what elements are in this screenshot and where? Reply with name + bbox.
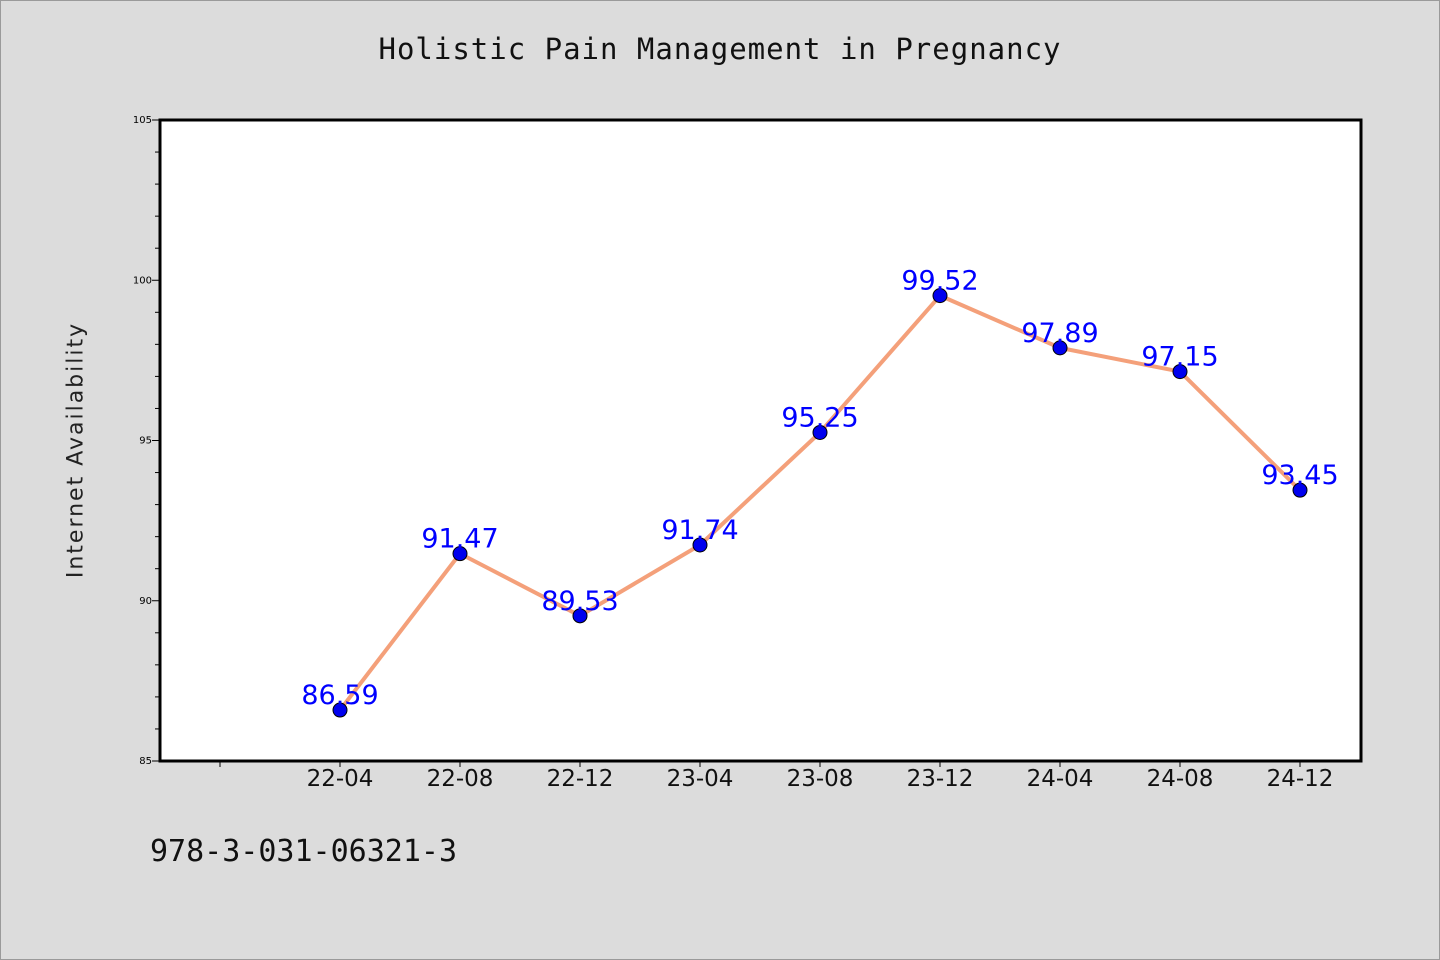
data-label: 91.47 bbox=[421, 524, 498, 555]
data-label: 99.52 bbox=[901, 266, 978, 297]
data-label: 89.53 bbox=[541, 586, 618, 617]
y-tick-label: 100 bbox=[133, 275, 152, 286]
data-point bbox=[1052, 340, 1068, 356]
x-tick-label: 24-04 bbox=[1027, 766, 1094, 792]
x-tick-label: 22-08 bbox=[427, 766, 494, 792]
data-point bbox=[932, 288, 948, 304]
x-tick-label: 23-08 bbox=[787, 766, 854, 792]
x-tick-label: 24-12 bbox=[1267, 766, 1334, 792]
data-label: 95.25 bbox=[781, 402, 858, 433]
x-tick-label: 23-12 bbox=[907, 766, 974, 792]
data-point bbox=[332, 702, 348, 718]
y-axis-ticks: 85 90 95 100 105 bbox=[133, 115, 160, 767]
x-tick-label: 23-04 bbox=[667, 766, 734, 792]
data-label: 86.59 bbox=[301, 680, 378, 711]
data-point bbox=[692, 537, 708, 553]
x-tick-label: 22-12 bbox=[547, 766, 614, 792]
data-label: 93.45 bbox=[1261, 460, 1338, 491]
data-point bbox=[452, 546, 468, 562]
y-tick-label: 85 bbox=[139, 756, 152, 767]
x-axis-ticks: 22-04 22-08 22-12 23-04 23-08 23-12 24-04 24-08… bbox=[219, 761, 1334, 792]
y-tick-label: 90 bbox=[139, 596, 152, 607]
data-point bbox=[1292, 482, 1308, 498]
y-tick-label: 95 bbox=[139, 436, 152, 447]
isbn-text: 978-3-031-06321-3 bbox=[150, 834, 458, 869]
x-tick-label: 22-04 bbox=[307, 766, 374, 792]
data-label: 97.89 bbox=[1021, 318, 1098, 349]
data-label: 91.74 bbox=[661, 515, 738, 546]
y-tick-label: 105 bbox=[133, 115, 152, 126]
data-point bbox=[812, 424, 828, 440]
data-labels: 86.59 91.47 89.53 91.74 95.25 99.52 97.89 97.15… bbox=[301, 266, 1338, 711]
data-point bbox=[572, 608, 588, 624]
data-point bbox=[1172, 364, 1188, 380]
data-label: 97.15 bbox=[1141, 342, 1218, 373]
plot-area bbox=[158, 118, 1363, 763]
chart-title: Holistic Pain Management in Pregnancy bbox=[378, 32, 1062, 66]
series-group bbox=[332, 288, 1308, 718]
x-tick-label: 24-08 bbox=[1147, 766, 1214, 792]
